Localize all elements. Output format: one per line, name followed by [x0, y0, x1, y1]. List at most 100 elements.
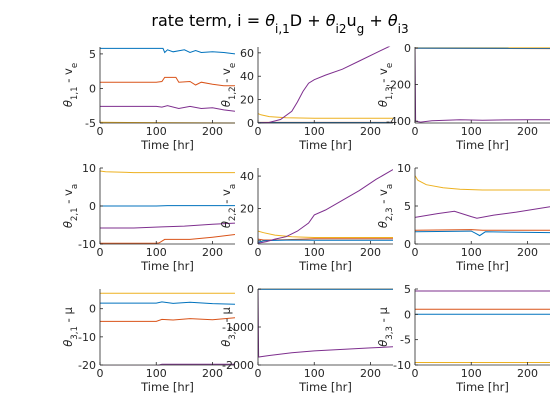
x-tick-label: 200 [360, 246, 381, 259]
label-part: - v [61, 68, 75, 86]
series-line-blue [258, 239, 393, 243]
series-group [258, 169, 393, 244]
x-tick-label: 0 [97, 246, 104, 259]
label-part: θ [219, 340, 233, 347]
figure-title: rate term, i = θi,1D + θi2ug + θi3 [151, 11, 408, 36]
x-tick-label: 100 [304, 246, 325, 259]
y-tick-label: 0 [89, 303, 96, 316]
series-line-blue [100, 301, 235, 305]
label-part: θ [376, 221, 390, 228]
x-tick-label: 100 [304, 367, 325, 380]
y-tick-label: 0 [404, 42, 411, 55]
x-tick-label: 0 [97, 367, 104, 380]
x-tick-label: 0 [412, 367, 419, 380]
label-part: i2 [336, 22, 347, 36]
label-part: 2,3 [385, 207, 395, 221]
subplot-2-3: 0 100 200 0 5 10 Time [hr] θ2,3 - va [376, 162, 550, 273]
label-part: θ [388, 11, 398, 30]
label-part: 1,1 [70, 86, 80, 100]
label-part: 3,3 [385, 326, 395, 340]
series-line-blue [415, 230, 550, 237]
x-tick-label: 100 [461, 246, 482, 259]
y-tick-label: -10 [78, 331, 96, 344]
series-line-orange [415, 229, 550, 231]
y-axis-label: θ3,1 - μ [61, 307, 80, 347]
y-tick-label: 5 [89, 48, 96, 61]
x-tick-label: 0 [412, 125, 419, 138]
label-part: - v [376, 189, 390, 207]
label-part: θ [219, 221, 233, 228]
series-line-blue [100, 47, 235, 55]
series-line-orange [100, 317, 235, 322]
label-part: - v [219, 189, 233, 207]
y-tick-label: -2000 [222, 359, 254, 372]
label-part: i,1 [275, 22, 290, 36]
x-tick-label: 100 [146, 367, 167, 380]
label-part: a [228, 184, 238, 189]
series-line-purple [258, 169, 393, 244]
label-part: e [70, 63, 80, 68]
x-axis-label: Time [hr] [298, 138, 352, 152]
y-tick-label: 0 [247, 117, 254, 130]
series-group [415, 47, 550, 123]
label-part: e [385, 63, 395, 68]
label-part: u [346, 11, 356, 30]
label-part: θ [326, 11, 336, 30]
label-part: rate term, i = [151, 11, 265, 30]
x-axis-label: Time [hr] [455, 259, 509, 273]
label-part: θ [376, 100, 390, 107]
x-axis-label: Time [hr] [455, 380, 509, 394]
y-tick-label: 5 [404, 200, 411, 213]
series-group [100, 170, 235, 244]
y-tick-label: 0 [247, 283, 254, 296]
series-line-orange [100, 234, 235, 244]
y-tick-label: 0 [89, 200, 96, 213]
x-tick-label: 100 [304, 125, 325, 138]
series-line-purple [100, 222, 235, 229]
series-line-purple [258, 46, 391, 124]
series-group [258, 288, 393, 358]
x-tick-label: 200 [202, 246, 223, 259]
x-tick-label: 200 [517, 125, 538, 138]
x-tick-label: 200 [202, 367, 223, 380]
series-line-purple [415, 47, 550, 123]
y-axis-label: θ1,3 - ve [376, 63, 395, 107]
x-tick-label: 200 [360, 367, 381, 380]
x-tick-label: 200 [360, 125, 381, 138]
x-tick-label: 0 [255, 125, 262, 138]
series-group [100, 292, 235, 366]
series-line-yellow [100, 170, 235, 174]
y-tick-label: -10 [78, 238, 96, 251]
label-part: + [364, 11, 388, 30]
y-axis-label: θ1,2 - ve [219, 63, 238, 107]
y-tick-label: -5 [400, 334, 411, 347]
series-line-yellow [415, 175, 550, 191]
label-part: 1,2 [228, 86, 238, 100]
y-axis-label: θ2,3 - va [376, 184, 395, 228]
series-group [415, 290, 550, 363]
x-tick-label: 0 [255, 246, 262, 259]
series-group [100, 47, 235, 124]
x-tick-label: 100 [146, 246, 167, 259]
y-tick-label: 0 [404, 238, 411, 251]
y-tick-label: 0 [247, 235, 254, 248]
label-part: 2,2 [228, 207, 238, 221]
label-part: a [385, 184, 395, 189]
y-tick-label: 20 [240, 94, 254, 107]
x-axis-label: Time [hr] [140, 138, 194, 152]
series-group [415, 175, 550, 237]
y-tick-label: 5 [404, 283, 411, 296]
y-tick-label: 10 [397, 162, 411, 175]
subplot-3-3: 0 100 200 -10 -5 0 5 Time [hr] θ3,3 - μ [376, 283, 550, 394]
series-line-purple [100, 105, 235, 112]
label-part: a [70, 184, 80, 189]
x-axis-label: Time [hr] [140, 259, 194, 273]
series-line-orange [100, 76, 235, 87]
label-part: 1,3 [385, 86, 395, 100]
x-tick-label: 0 [97, 125, 104, 138]
label-part: e [228, 63, 238, 68]
x-axis-label: Time [hr] [140, 380, 194, 394]
